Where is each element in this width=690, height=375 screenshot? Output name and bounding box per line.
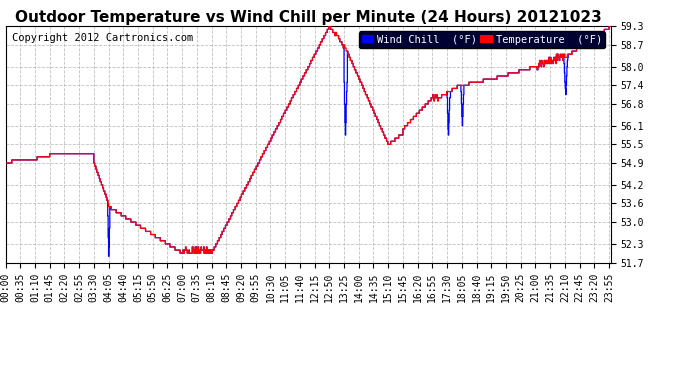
Legend: Wind Chill  (°F), Temperature  (°F): Wind Chill (°F), Temperature (°F) bbox=[359, 32, 605, 48]
Title: Outdoor Temperature vs Wind Chill per Minute (24 Hours) 20121023: Outdoor Temperature vs Wind Chill per Mi… bbox=[14, 10, 602, 25]
Text: Copyright 2012 Cartronics.com: Copyright 2012 Cartronics.com bbox=[12, 33, 193, 44]
